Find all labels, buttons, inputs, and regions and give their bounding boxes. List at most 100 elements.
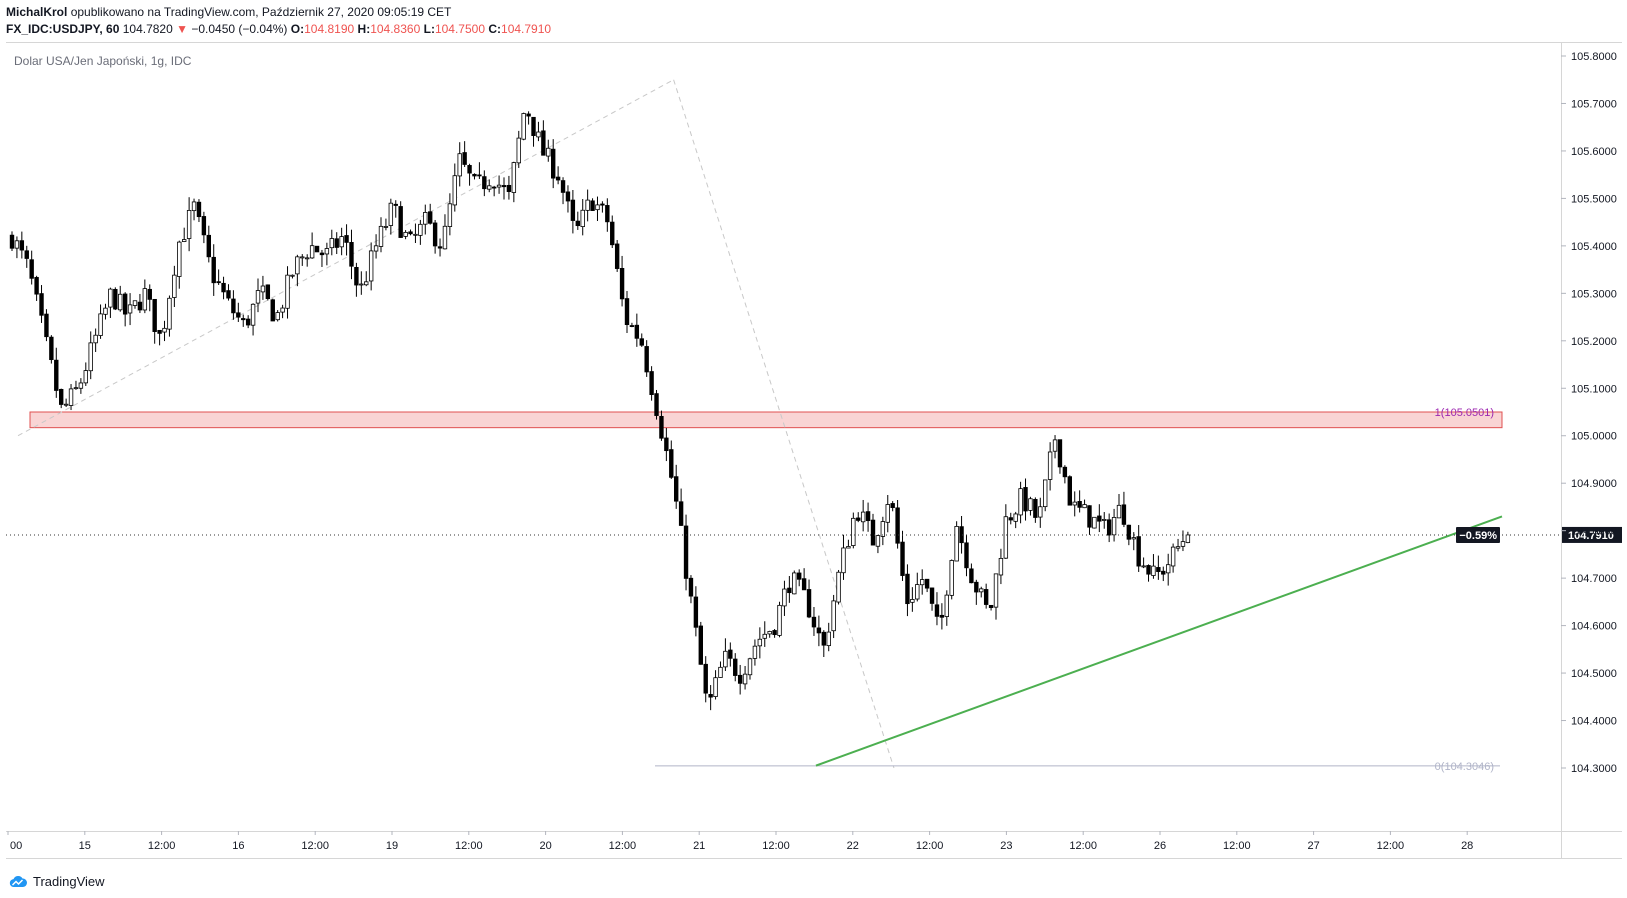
- candle: [245, 315, 251, 329]
- candle-body: [68, 388, 74, 406]
- candle: [846, 539, 851, 549]
- price-tick-label: 105.8000: [1571, 51, 1617, 63]
- candle-body: [659, 415, 664, 439]
- candle: [442, 214, 448, 250]
- candle: [934, 592, 940, 626]
- candle: [969, 563, 974, 584]
- candle-body: [752, 645, 758, 659]
- candle: [1097, 504, 1102, 533]
- candle: [693, 586, 699, 637]
- candle-body: [359, 283, 364, 286]
- candle-body: [467, 165, 472, 174]
- candle: [826, 622, 831, 652]
- chart-legend: Dolar USA/Jen Japoński, 1g, IDC: [14, 54, 192, 68]
- candle: [113, 287, 118, 311]
- candle: [1102, 512, 1107, 529]
- high-label: H:: [357, 22, 371, 36]
- candle: [851, 512, 856, 549]
- candle-body: [383, 226, 389, 228]
- candle: [708, 685, 713, 711]
- candle: [118, 285, 123, 312]
- candle: [14, 236, 20, 259]
- candle-body: [526, 113, 531, 117]
- last-price: 104.7820: [122, 22, 173, 36]
- tradingview-logo[interactable]: TradingView: [8, 874, 105, 889]
- candle-body: [649, 371, 654, 395]
- candle-body: [24, 250, 29, 259]
- candle: [329, 229, 334, 256]
- candle: [231, 290, 236, 320]
- price-tick-label: 105.7000: [1571, 98, 1617, 110]
- candle: [1047, 442, 1053, 491]
- candle: [983, 583, 989, 609]
- candle: [821, 630, 826, 657]
- candle-body: [482, 176, 487, 190]
- candle: [1057, 439, 1063, 474]
- candle-body: [875, 535, 881, 547]
- candle-body: [280, 307, 285, 313]
- author-name[interactable]: MichalKrol: [6, 5, 68, 19]
- candle-body: [265, 284, 271, 300]
- fib-dashed-down: [673, 79, 895, 769]
- candle-body: [693, 596, 699, 628]
- price-axis[interactable]: 105.8000 105.7000 105.6000 105.5000 105.4000…: [1561, 51, 1617, 775]
- candle: [260, 275, 266, 300]
- candle-body: [1072, 501, 1077, 506]
- candle-body: [1141, 565, 1146, 568]
- candle-body: [939, 614, 945, 618]
- candle-body: [1087, 505, 1092, 528]
- candle: [580, 199, 585, 236]
- candle-body: [162, 327, 167, 333]
- candle-body: [181, 239, 187, 242]
- candle-body: [551, 148, 556, 179]
- candle-body: [885, 504, 890, 523]
- candle: [501, 177, 507, 200]
- candle: [1175, 538, 1181, 552]
- candle-body: [93, 334, 98, 344]
- candle: [403, 230, 408, 240]
- candle: [383, 218, 389, 231]
- price-change: −0.0450 (−0.04%): [191, 22, 288, 36]
- candle-body: [201, 216, 207, 236]
- time-tick-label: 15: [79, 840, 91, 852]
- candle-body: [83, 370, 88, 384]
- candle-body: [309, 245, 315, 259]
- candle: [870, 513, 876, 546]
- candle: [600, 201, 605, 213]
- fib-dashed-up: [17, 79, 674, 437]
- candle: [309, 232, 315, 259]
- candle-body: [1102, 518, 1107, 521]
- candle-body: [1018, 488, 1023, 516]
- symbol-label[interactable]: FX_IDC:USDJPY, 60: [6, 22, 120, 36]
- price-tick-label: 105.5000: [1571, 193, 1617, 205]
- down-arrow-icon: ▼: [176, 22, 189, 36]
- candle-body: [506, 184, 512, 192]
- candle-body: [393, 203, 398, 206]
- candle-body: [1033, 498, 1038, 518]
- candle: [703, 656, 708, 703]
- time-tick-label: 12:00: [1377, 840, 1405, 852]
- candle: [910, 587, 915, 612]
- candle-body: [1008, 517, 1013, 521]
- candle: [1136, 525, 1141, 572]
- candle-body: [713, 677, 718, 698]
- candle-body: [979, 588, 984, 593]
- candle: [1092, 516, 1097, 529]
- high-value: 104.8360: [370, 22, 421, 36]
- candle: [482, 170, 487, 197]
- time-axis[interactable]: 00 15 12:00 16 12:00 19 12:00 20 12:00 21 12:00 22 1…: [7, 831, 1473, 852]
- candle: [782, 580, 787, 616]
- resistance-zone-layer[interactable]: [29, 411, 1503, 429]
- candle: [491, 185, 497, 197]
- candle-body: [536, 131, 541, 138]
- low-label: L:: [423, 22, 435, 36]
- candle-body: [108, 288, 113, 308]
- candle-body: [905, 573, 910, 605]
- candle-body: [245, 318, 251, 326]
- candle: [1062, 465, 1068, 484]
- overlay-layer[interactable]: 1(105.0501) 0(104.3046) −0.59% 104.7910: [6, 407, 1622, 773]
- candle-body: [634, 324, 640, 339]
- candle: [595, 196, 600, 222]
- fib-bottom-label: 0(104.3046): [1435, 761, 1494, 773]
